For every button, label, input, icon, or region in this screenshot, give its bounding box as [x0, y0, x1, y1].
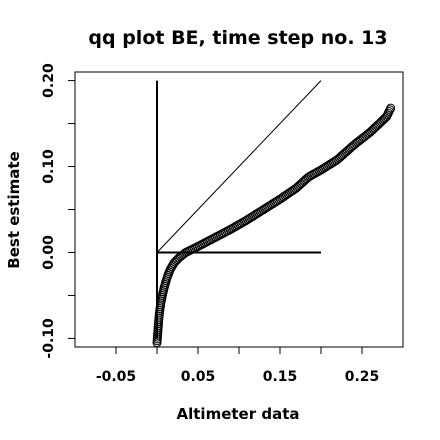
x-tick-label: 0.05: [181, 369, 216, 385]
data-point: [284, 188, 294, 198]
chart-title: qq plot BE, time step no. 13: [88, 27, 387, 49]
plot-frame: [74, 71, 404, 348]
x-tick-label: 0.25: [345, 369, 380, 385]
data-point: [283, 189, 293, 199]
y-tick-label: 0.00: [41, 235, 57, 270]
x-axis: -0.05 0.05 0.15 0.25: [96, 347, 379, 385]
data-point: [275, 194, 285, 204]
data-points: [152, 103, 396, 348]
data-point: [330, 156, 340, 166]
data-point: [280, 191, 290, 201]
x-axis-label: Altimeter data: [177, 405, 300, 423]
y-axis-label: Best estimate: [5, 151, 23, 268]
reference-lines: [156, 80, 322, 339]
x-tick-label: 0.15: [263, 369, 298, 385]
data-point: [281, 190, 291, 200]
y-tick-label: 0.20: [41, 63, 57, 98]
y-tick-label: 0.10: [41, 149, 57, 184]
data-point: [385, 105, 395, 115]
data-point: [302, 174, 312, 184]
x-tick-label: -0.05: [96, 369, 136, 385]
reference-line-diagonal: [156, 80, 322, 253]
y-axis: -0.10 0.00 0.10 0.20: [41, 63, 75, 359]
data-point: [274, 195, 284, 205]
data-point: [277, 193, 287, 203]
data-point: [386, 103, 396, 113]
data-point: [288, 186, 298, 196]
data-point: [278, 192, 288, 202]
data-point: [286, 187, 296, 197]
y-tick-label: -0.10: [41, 318, 57, 359]
